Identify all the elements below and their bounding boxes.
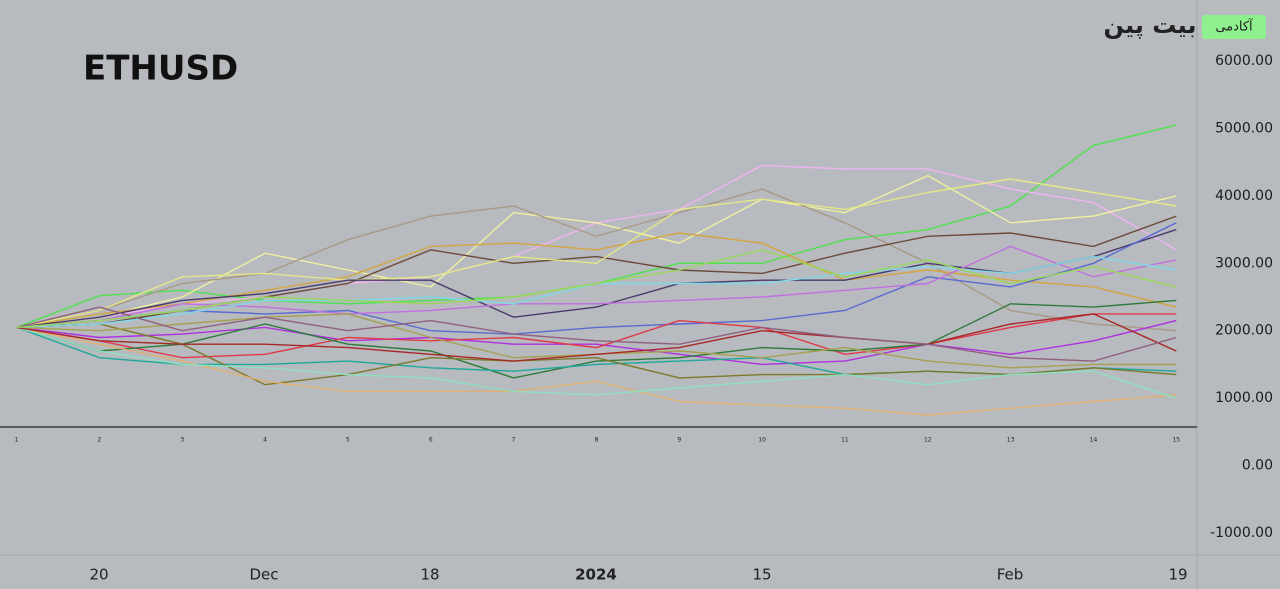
y-tick-label: -1000.00 — [1210, 525, 1273, 541]
logo-badge-bg — [1202, 15, 1266, 39]
step-label: 1 — [15, 437, 19, 444]
series-line — [16, 326, 1177, 416]
date-label: Feb — [997, 566, 1024, 584]
date-label: 20 — [89, 566, 108, 584]
date-label: Dec — [249, 566, 278, 584]
step-label: 6 — [429, 437, 433, 444]
series-line — [16, 319, 1177, 366]
series-line — [16, 313, 1177, 359]
step-label: 14 — [1090, 437, 1098, 444]
step-label: 7 — [512, 437, 516, 444]
series-line — [16, 249, 1177, 329]
y-tick-label: 0.00 — [1242, 458, 1273, 474]
date-label: 15 — [752, 566, 771, 584]
step-label: 11 — [841, 437, 849, 444]
series-line — [16, 188, 1177, 332]
date-label: 19 — [1168, 566, 1187, 584]
step-label: 13 — [1007, 437, 1015, 444]
logo-brand: بیت پین — [1104, 11, 1197, 39]
date-label: 18 — [420, 566, 439, 584]
series-line — [16, 313, 1177, 362]
logo-badge: آکادمی — [1215, 18, 1254, 35]
series-line — [16, 232, 1177, 329]
y-tick-label: 5000.00 — [1215, 120, 1273, 136]
series-line — [16, 299, 1177, 379]
step-label: 2 — [97, 437, 101, 444]
step-label: 4 — [263, 437, 267, 444]
step-label: 15 — [1172, 437, 1180, 444]
series-line — [16, 323, 1177, 386]
chart-title: ETHUSD — [83, 49, 238, 89]
series-line — [16, 222, 1177, 335]
y-tick-label: 4000.00 — [1215, 188, 1273, 204]
y-tick-label: 6000.00 — [1215, 53, 1273, 69]
series-line — [16, 306, 1177, 362]
step-label: 9 — [677, 437, 681, 444]
step-label: 12 — [924, 437, 932, 444]
step-label: 10 — [758, 437, 766, 444]
y-tick-label: 2000.00 — [1215, 323, 1273, 339]
series-line — [16, 174, 1177, 329]
series-line — [16, 326, 1177, 399]
step-label: 5 — [346, 437, 350, 444]
series-line — [16, 245, 1177, 329]
date-label: 2024 — [575, 566, 617, 584]
y-tick-label: 1000.00 — [1215, 390, 1273, 406]
series-line — [16, 228, 1177, 329]
step-label: 8 — [595, 437, 599, 444]
step-label: 3 — [180, 437, 184, 444]
series-line — [16, 178, 1177, 329]
y-tick-label: 3000.00 — [1215, 255, 1273, 271]
